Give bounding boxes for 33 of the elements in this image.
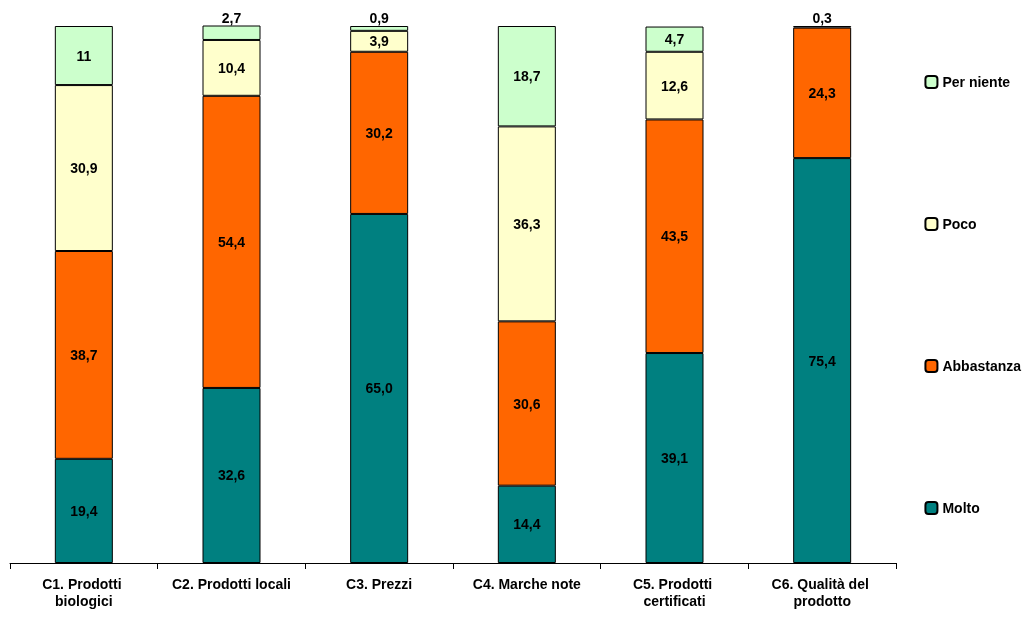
- data-label: 65,0: [365, 380, 393, 397]
- data-label: 0,3: [812, 10, 833, 26]
- data-label: 2,7: [221, 9, 242, 26]
- data-label: 3,9: [369, 33, 390, 50]
- data-label: 75,4: [808, 352, 836, 369]
- data-label: 32,6: [217, 467, 246, 484]
- x-tick-label: C1. Prodotti biologici: [42, 575, 126, 609]
- legend-label: Per niente: [942, 74, 1011, 90]
- data-label: 24,3: [808, 84, 836, 101]
- data-label: 4,7: [664, 31, 685, 48]
- x-tick-label: C6. Qualità del prodotto: [771, 575, 873, 609]
- x-tick-label: C4. Marche note: [472, 575, 582, 592]
- data-label: 43,5: [660, 228, 689, 245]
- data-label: 10,4: [217, 59, 246, 76]
- x-tick-label: C2. Prodotti locali: [171, 575, 292, 592]
- data-label: 12,6: [660, 77, 689, 94]
- data-label: 30,6: [513, 395, 541, 412]
- data-label: 36,3: [513, 215, 541, 232]
- data-label: 30,9: [70, 160, 98, 177]
- legend-label: Poco: [942, 216, 977, 232]
- legend-label: Abbastanza: [942, 358, 1022, 374]
- data-label: 14,4: [513, 516, 541, 533]
- data-label: 0,9: [369, 10, 390, 26]
- data-label: 11: [76, 47, 92, 64]
- data-label: 19,4: [70, 502, 98, 519]
- x-tick-label: C5. Prodotti certificati: [632, 575, 717, 609]
- data-label: 54,4: [217, 233, 246, 250]
- legend-label: Molto: [942, 500, 980, 516]
- data-label: 30,2: [365, 124, 393, 141]
- data-label: 18,7: [513, 68, 541, 85]
- data-label: 38,7: [70, 346, 98, 363]
- x-tick-label: C3. Prezzi: [346, 575, 413, 592]
- data-label: 39,1: [660, 450, 689, 467]
